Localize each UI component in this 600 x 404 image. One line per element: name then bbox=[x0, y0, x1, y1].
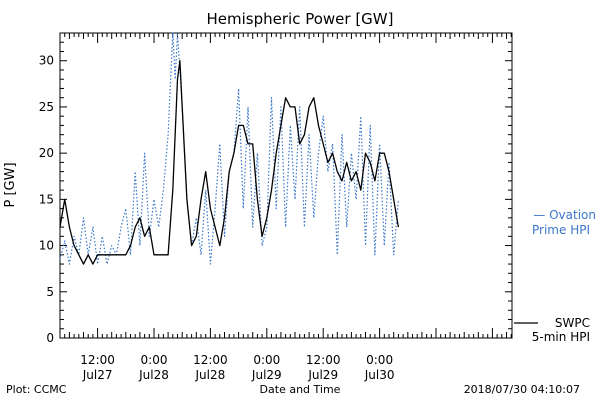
y-axis-label: P [GW] bbox=[3, 162, 18, 207]
legend-ovation-label: — Ovation bbox=[533, 208, 596, 222]
x-tick-label-time: 12:00 bbox=[193, 353, 228, 367]
x-tick-label-time: 0:00 bbox=[366, 353, 393, 367]
y-tick-label: 10 bbox=[39, 239, 54, 253]
legend-swpc-label: 5-min HPI bbox=[532, 330, 590, 344]
series-ovation-line bbox=[59, 32, 399, 265]
legend-swpc-label: SWPC bbox=[555, 316, 590, 330]
generated-timestamp: 2018/07/30 04:10:07 bbox=[463, 383, 580, 396]
y-axis: 0 5 10 15 20 25 30 bbox=[39, 32, 512, 345]
legend-ovation-label: Prime HPI bbox=[532, 223, 590, 237]
x-tick-label-time: 12:00 bbox=[306, 353, 341, 367]
x-tick-label-time: 0:00 bbox=[141, 353, 168, 367]
y-tick-label: 0 bbox=[46, 331, 54, 345]
y-tick-label: 25 bbox=[39, 100, 54, 114]
x-tick-label-date: Jul28 bbox=[195, 368, 226, 382]
x-axis: 12:00Jul270:00Jul2812:00Jul280:00Jul2912… bbox=[59, 33, 512, 382]
series-layer bbox=[59, 32, 400, 265]
x-tick-label-time: 0:00 bbox=[253, 353, 280, 367]
y-tick-label: 20 bbox=[39, 146, 54, 160]
chart-title: Hemispheric Power [GW] bbox=[207, 10, 394, 28]
y-tick-label: 15 bbox=[39, 192, 54, 206]
y-tick-label: 5 bbox=[46, 285, 54, 299]
plot-credit: Plot: CCMC bbox=[6, 383, 67, 396]
x-tick-label-date: Jul29 bbox=[251, 368, 282, 382]
series-swpc-line bbox=[59, 60, 400, 265]
x-axis-label: Date and Time bbox=[259, 383, 341, 396]
x-tick-label-date: Jul30 bbox=[364, 368, 395, 382]
x-tick-label-date: Jul29 bbox=[307, 368, 338, 382]
x-tick-label-date: Jul28 bbox=[138, 368, 169, 382]
plot-frame bbox=[59, 32, 513, 339]
x-tick-label-time: 12:00 bbox=[80, 353, 115, 367]
x-tick-label-date: Jul27 bbox=[82, 368, 113, 382]
y-tick-label: 30 bbox=[39, 54, 54, 68]
